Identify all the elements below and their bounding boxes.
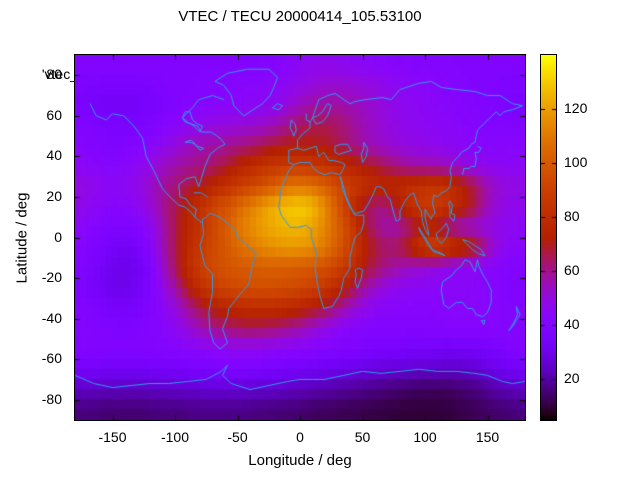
x-tick-label: -150 (98, 429, 127, 445)
y-tick-label: 40 (46, 147, 62, 164)
y-tick-label: 60 (46, 106, 62, 123)
y-tick-label: -20 (41, 269, 62, 286)
chart-title: VTEC / TECU 20000414_105.53100 (178, 8, 422, 25)
heatmap-canvas (75, 55, 525, 420)
legend-key-label: 'vtec_ (41, 66, 78, 82)
y-tick-label: -60 (41, 350, 62, 367)
colorbar-canvas (541, 55, 556, 420)
x-tick-label: 0 (296, 429, 304, 445)
y-axis-label: Latitude / deg (13, 192, 31, 284)
x-tick-label: -50 (227, 429, 248, 445)
x-tick-label: 100 (413, 429, 437, 445)
colorbar-tick-label: 40 (564, 316, 580, 333)
colorbar-tick-label: 20 (564, 370, 580, 387)
plot-area (74, 54, 526, 421)
colorbar (540, 54, 557, 421)
x-tick-label: -100 (160, 429, 190, 445)
colorbar-tick-label: 120 (564, 100, 588, 117)
y-tick-label: -80 (41, 390, 62, 407)
y-tick-label: -40 (41, 309, 62, 326)
x-axis-label: Longitude / deg (248, 452, 352, 469)
y-tick-label: 0 (54, 228, 62, 245)
y-tick-label: 20 (46, 187, 62, 204)
colorbar-tick-label: 80 (564, 208, 580, 225)
colorbar-tick-label: 100 (564, 154, 588, 171)
x-tick-label: 150 (475, 429, 500, 445)
colorbar-tick-label: 60 (564, 262, 580, 279)
y-tick-label: 80 (46, 66, 62, 83)
x-tick-label: 50 (354, 429, 371, 445)
